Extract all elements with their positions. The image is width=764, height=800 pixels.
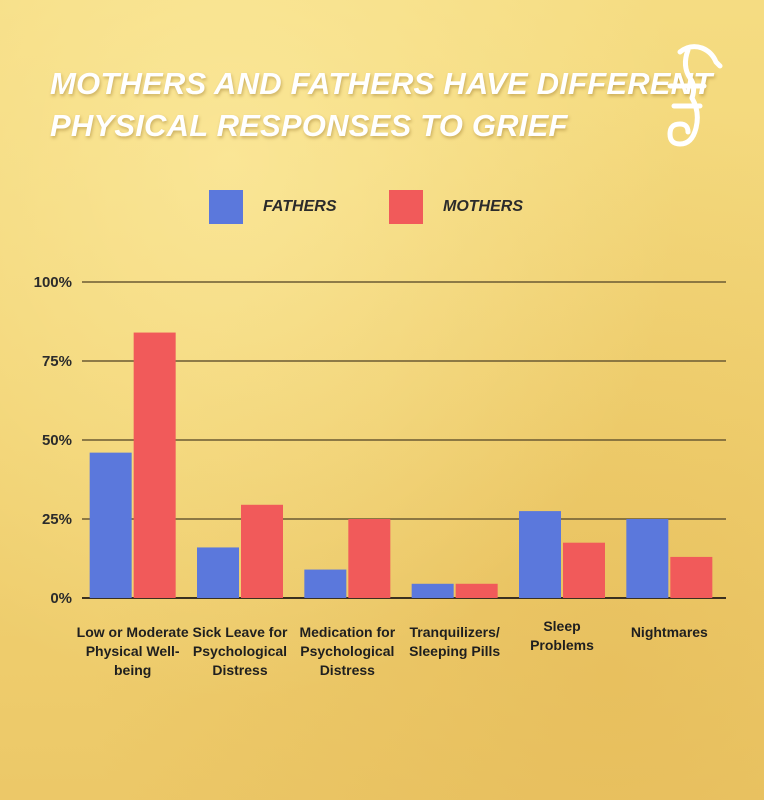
x-tick-label: Sleep <box>543 618 580 634</box>
x-tick-label: Problems <box>530 637 594 653</box>
legend-swatch-fathers <box>209 190 243 224</box>
legend-label-mothers: MOTHERS <box>443 198 523 215</box>
bar-fathers-5 <box>626 519 669 598</box>
bar-fathers-1 <box>197 547 239 598</box>
x-tick-label: Nightmares <box>631 624 708 640</box>
bar-mothers-2 <box>348 519 391 598</box>
x-tick-label: Psychological <box>193 643 287 659</box>
x-axis-labels: Low or Moderate Physical Well-being Sick L… <box>77 618 708 678</box>
seahorse-logo-icon <box>667 44 723 147</box>
y-tick-label: 50% <box>42 432 72 449</box>
bars <box>89 332 713 598</box>
bar-mothers-3 <box>455 583 498 598</box>
y-tick-label: 25% <box>42 511 72 528</box>
y-axis-ticks: 0% 25% 50% 75% 100% <box>34 274 72 607</box>
x-tick-label: Distress <box>320 662 375 678</box>
legend-swatch-mothers <box>389 190 423 224</box>
bar-mothers-1 <box>241 504 283 598</box>
chart-title-line-1: MOTHERS AND FATHERS HAVE DIFFERENT <box>50 66 713 101</box>
x-tick-label: Physical Well- <box>86 643 180 659</box>
x-tick-label: Sleeping Pills <box>409 643 500 659</box>
x-tick-label: Medication for <box>299 624 395 640</box>
chart-title-line-2: PHYSICAL RESPONSES TO GRIEF <box>50 108 568 143</box>
x-tick-label: Distress <box>212 662 267 678</box>
bar-fathers-3 <box>411 583 454 598</box>
bar-fathers-0 <box>89 452 132 598</box>
bar-fathers-4 <box>519 511 561 598</box>
x-tick-label: Tranquilizers/ <box>410 624 500 640</box>
x-tick-label: being <box>114 662 151 678</box>
legend-label-fathers: FATHERS <box>263 198 337 215</box>
bar-mothers-5 <box>670 556 713 598</box>
y-tick-label: 75% <box>42 353 72 370</box>
bar-fathers-2 <box>304 569 347 598</box>
y-tick-label: 0% <box>50 590 72 607</box>
x-tick-label: Low or Moderate <box>77 624 189 640</box>
x-tick-label: Sick Leave for <box>193 624 288 640</box>
x-tick-label: Psychological <box>300 643 394 659</box>
bar-mothers-4 <box>563 542 605 598</box>
gridlines <box>82 281 726 599</box>
y-tick-label: 100% <box>34 274 72 291</box>
bar-mothers-0 <box>133 332 176 598</box>
